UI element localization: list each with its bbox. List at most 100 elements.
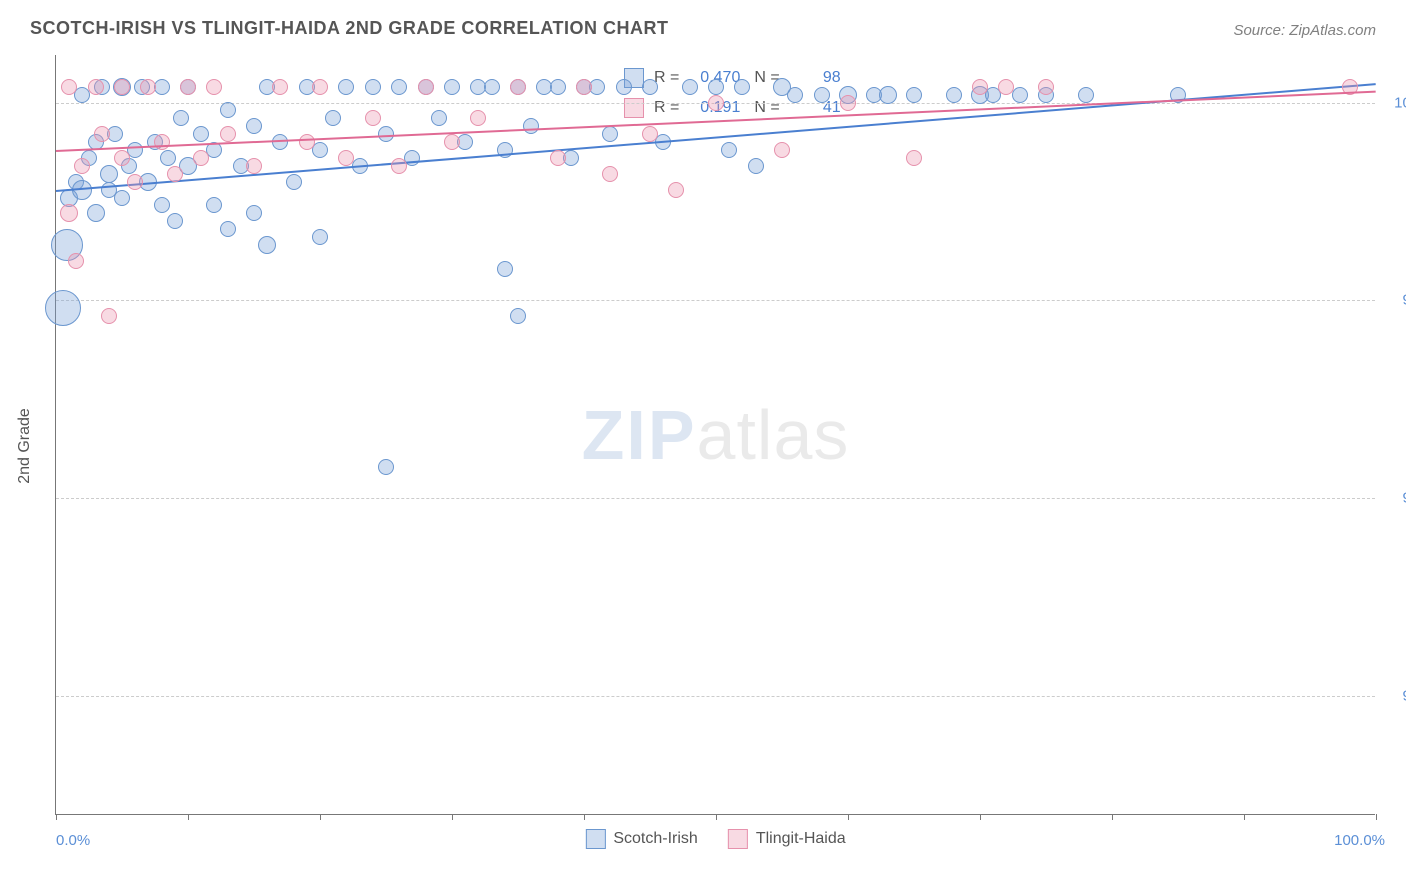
- data-point: [906, 87, 922, 103]
- n-value: 98: [786, 69, 841, 87]
- data-point: [173, 110, 189, 126]
- source-label: Source: ZipAtlas.com: [1233, 22, 1376, 39]
- data-point: [365, 110, 381, 126]
- data-point: [154, 134, 170, 150]
- data-point: [246, 205, 262, 221]
- data-point: [497, 261, 513, 277]
- x-axis-max-label: 100.0%: [1334, 832, 1385, 849]
- chart-title: SCOTCH-IRISH VS TLINGIT-HAIDA 2ND GRADE …: [30, 18, 669, 39]
- data-point: [510, 79, 526, 95]
- data-point: [325, 110, 341, 126]
- data-point: [787, 87, 803, 103]
- data-point: [167, 166, 183, 182]
- data-point: [299, 134, 315, 150]
- data-point: [946, 87, 962, 103]
- plot-area: ZIPatlas 0.0% 100.0% Scotch-Irish Tlingi…: [55, 55, 1375, 815]
- data-point: [708, 79, 724, 95]
- x-tick: [320, 814, 321, 820]
- data-point: [365, 79, 381, 95]
- watermark-atlas: atlas: [697, 396, 850, 474]
- x-tick: [56, 814, 57, 820]
- data-point: [602, 126, 618, 142]
- stats-swatch-icon: [624, 98, 644, 118]
- data-point: [61, 79, 77, 95]
- data-point: [167, 213, 183, 229]
- y-tick-label: 92.5%: [1385, 688, 1406, 705]
- x-tick: [1112, 814, 1113, 820]
- data-point: [550, 150, 566, 166]
- data-point: [774, 142, 790, 158]
- data-point: [87, 204, 105, 222]
- data-point: [1038, 79, 1054, 95]
- data-point: [206, 79, 222, 95]
- data-point: [642, 79, 658, 95]
- data-point: [972, 79, 988, 95]
- data-point: [906, 150, 922, 166]
- gridline: [56, 498, 1375, 499]
- data-point: [338, 150, 354, 166]
- x-tick: [980, 814, 981, 820]
- y-tick-label: 95.0%: [1385, 490, 1406, 507]
- x-tick: [1244, 814, 1245, 820]
- data-point: [258, 236, 276, 254]
- x-tick: [716, 814, 717, 820]
- gridline: [56, 696, 1375, 697]
- data-point: [140, 79, 156, 95]
- legend-label: Tlingit-Haida: [756, 830, 846, 848]
- data-point: [338, 79, 354, 95]
- data-point: [154, 197, 170, 213]
- data-point: [550, 79, 566, 95]
- data-point: [272, 79, 288, 95]
- data-point: [193, 150, 209, 166]
- data-point: [602, 166, 618, 182]
- data-point: [840, 95, 856, 111]
- data-point: [246, 158, 262, 174]
- data-point: [114, 150, 130, 166]
- data-point: [180, 79, 196, 95]
- data-point: [312, 79, 328, 95]
- data-point: [708, 95, 724, 111]
- data-point: [101, 308, 117, 324]
- data-point: [642, 126, 658, 142]
- data-point: [668, 182, 684, 198]
- data-point: [523, 118, 539, 134]
- data-point: [45, 290, 81, 326]
- data-point: [721, 142, 737, 158]
- data-point: [378, 459, 394, 475]
- bottom-legend: Scotch-Irish Tlingit-Haida: [585, 829, 845, 849]
- data-point: [127, 174, 143, 190]
- data-point: [60, 204, 78, 222]
- x-axis-min-label: 0.0%: [56, 832, 90, 849]
- data-point: [206, 197, 222, 213]
- x-tick: [188, 814, 189, 820]
- data-point: [418, 79, 434, 95]
- data-point: [470, 110, 486, 126]
- x-tick: [452, 814, 453, 820]
- data-point: [484, 79, 500, 95]
- legend-label: Scotch-Irish: [613, 830, 697, 848]
- data-point: [391, 79, 407, 95]
- data-point: [100, 165, 118, 183]
- data-point: [748, 158, 764, 174]
- data-point: [1078, 87, 1094, 103]
- y-tick-label: 97.5%: [1385, 292, 1406, 309]
- data-point: [814, 87, 830, 103]
- data-point: [88, 79, 104, 95]
- data-point: [68, 253, 84, 269]
- data-point: [312, 229, 328, 245]
- data-point: [286, 174, 302, 190]
- data-point: [220, 221, 236, 237]
- gridline: [56, 300, 1375, 301]
- data-point: [160, 150, 176, 166]
- data-point: [431, 110, 447, 126]
- watermark-zip: ZIP: [582, 396, 697, 474]
- data-point: [510, 308, 526, 324]
- y-tick-label: 100.0%: [1385, 94, 1406, 111]
- data-point: [998, 79, 1014, 95]
- data-point: [220, 102, 236, 118]
- data-point: [74, 158, 90, 174]
- data-point: [193, 126, 209, 142]
- legend-item-scotch-irish: Scotch-Irish: [585, 829, 697, 849]
- data-point: [734, 79, 750, 95]
- data-point: [616, 79, 632, 95]
